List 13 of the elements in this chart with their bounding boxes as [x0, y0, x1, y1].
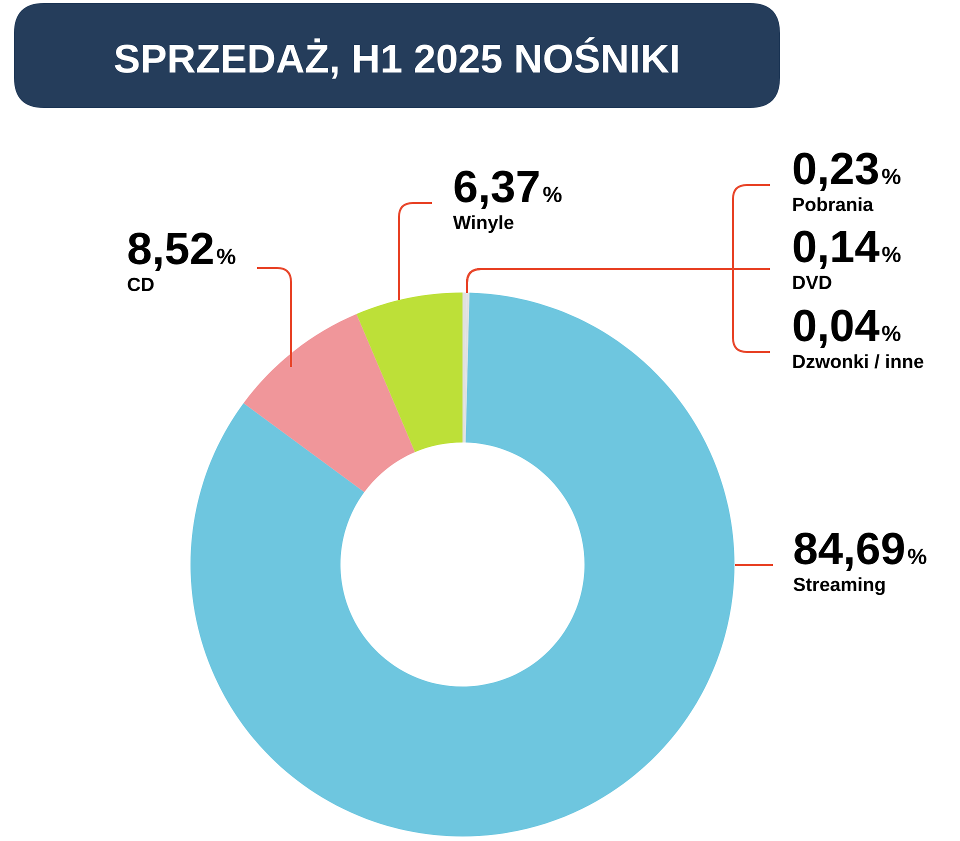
data-label: 0,23%: [794, 152, 900, 191]
data-label: 8,52%: [128, 232, 236, 271]
slice-label: Dzwonki / inne: [793, 354, 924, 368]
slice-label: CD: [128, 278, 154, 292]
data-label: 0,04%: [794, 310, 900, 348]
data-label: 6,37%: [454, 170, 562, 209]
slice-label: Winyle: [453, 215, 514, 233]
data-label: 84,69%: [794, 532, 926, 571]
data-label: 0,14%: [794, 230, 901, 269]
slice-label: DVD: [793, 276, 832, 289]
slice-label: Streaming: [794, 577, 885, 596]
slice-label: Pobrania: [793, 197, 874, 212]
chart-title: SPRZEDAŻ, H1 2025 NOŚNIKI: [114, 37, 678, 79]
